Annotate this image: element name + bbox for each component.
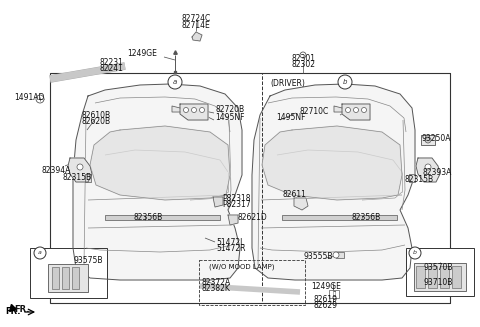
Text: b: b bbox=[413, 250, 417, 255]
Text: 82302: 82302 bbox=[291, 60, 315, 69]
Circle shape bbox=[77, 164, 83, 170]
Bar bbox=[421, 135, 435, 145]
Bar bbox=[409, 174, 415, 182]
Polygon shape bbox=[294, 198, 308, 210]
Text: 82315B: 82315B bbox=[405, 175, 433, 184]
Text: 51472L: 51472L bbox=[216, 238, 244, 247]
Text: 82394A: 82394A bbox=[41, 166, 71, 175]
Text: 82372A: 82372A bbox=[202, 278, 231, 287]
Text: 93570B: 93570B bbox=[423, 263, 453, 272]
Bar bbox=[282, 215, 397, 220]
Polygon shape bbox=[228, 215, 238, 225]
Text: 82629: 82629 bbox=[314, 301, 338, 310]
Circle shape bbox=[200, 108, 204, 112]
Text: FR.: FR. bbox=[5, 307, 21, 317]
Text: 82720B: 82720B bbox=[215, 106, 244, 114]
Circle shape bbox=[333, 252, 339, 258]
Polygon shape bbox=[334, 106, 342, 112]
Text: a: a bbox=[38, 250, 42, 255]
Text: 82714E: 82714E bbox=[181, 21, 210, 30]
Bar bbox=[105, 215, 220, 220]
Text: P82317: P82317 bbox=[222, 200, 251, 209]
Bar bbox=[452, 266, 461, 288]
Circle shape bbox=[192, 108, 196, 112]
Text: 93710B: 93710B bbox=[423, 278, 453, 287]
Circle shape bbox=[425, 164, 431, 170]
Text: 82393A: 82393A bbox=[422, 168, 452, 177]
Circle shape bbox=[409, 247, 421, 259]
Circle shape bbox=[353, 108, 359, 112]
Text: 1491AD: 1491AD bbox=[14, 93, 44, 101]
Polygon shape bbox=[213, 197, 223, 207]
Text: P82318: P82318 bbox=[222, 194, 251, 203]
Text: 82356B: 82356B bbox=[351, 214, 381, 222]
Text: 82621D: 82621D bbox=[237, 214, 267, 222]
Text: ⬜: ⬜ bbox=[332, 291, 336, 297]
Text: b: b bbox=[343, 79, 347, 85]
Text: FR.: FR. bbox=[14, 305, 30, 315]
Text: 93250A: 93250A bbox=[421, 134, 451, 143]
Text: 82382K: 82382K bbox=[202, 284, 231, 293]
Text: 82356B: 82356B bbox=[133, 214, 163, 222]
Bar bbox=[329, 290, 339, 298]
Text: 1249GE: 1249GE bbox=[127, 49, 157, 59]
Bar bbox=[52, 267, 59, 289]
Bar bbox=[50, 73, 450, 303]
Bar bbox=[48, 264, 88, 292]
Text: 1249GE: 1249GE bbox=[311, 282, 341, 291]
Circle shape bbox=[168, 75, 182, 89]
Polygon shape bbox=[342, 104, 370, 120]
Text: 82241: 82241 bbox=[99, 64, 123, 73]
Bar bbox=[262, 73, 450, 303]
Text: 93575B: 93575B bbox=[73, 256, 103, 265]
Text: (DRIVER): (DRIVER) bbox=[270, 79, 305, 88]
Text: 82231: 82231 bbox=[99, 58, 123, 67]
Bar bbox=[406, 248, 474, 296]
Polygon shape bbox=[252, 84, 415, 280]
Circle shape bbox=[36, 95, 44, 103]
Bar bbox=[199, 260, 305, 305]
Text: (W/O MOOD LAMP): (W/O MOOD LAMP) bbox=[209, 264, 275, 270]
Bar bbox=[85, 174, 91, 182]
Text: 93555B: 93555B bbox=[303, 252, 333, 261]
Polygon shape bbox=[68, 158, 92, 182]
Polygon shape bbox=[180, 104, 208, 120]
Bar bbox=[72, 267, 79, 289]
Polygon shape bbox=[192, 32, 202, 41]
Text: 82710C: 82710C bbox=[300, 107, 329, 116]
Bar bbox=[440, 266, 449, 288]
Bar bbox=[416, 266, 425, 288]
Circle shape bbox=[346, 108, 350, 112]
Text: 82724C: 82724C bbox=[181, 14, 211, 23]
Polygon shape bbox=[416, 158, 440, 182]
Bar bbox=[30, 248, 107, 298]
Text: a: a bbox=[173, 79, 177, 85]
Text: 82301: 82301 bbox=[291, 54, 315, 63]
Circle shape bbox=[183, 108, 189, 112]
Text: 1495NF: 1495NF bbox=[215, 113, 244, 123]
Polygon shape bbox=[73, 84, 242, 280]
Text: 51472R: 51472R bbox=[216, 244, 245, 253]
Text: 82619: 82619 bbox=[314, 295, 338, 304]
Circle shape bbox=[361, 108, 367, 112]
Text: 1495NF: 1495NF bbox=[276, 112, 305, 122]
Bar bbox=[62, 267, 69, 289]
Bar bbox=[414, 263, 466, 291]
Polygon shape bbox=[90, 126, 230, 200]
Bar bbox=[428, 266, 437, 288]
Polygon shape bbox=[172, 106, 180, 112]
Text: 82620B: 82620B bbox=[82, 117, 110, 126]
Bar bbox=[336, 252, 344, 258]
Text: 82315B: 82315B bbox=[62, 173, 92, 182]
Circle shape bbox=[425, 137, 431, 143]
Text: 82611: 82611 bbox=[282, 190, 306, 199]
Text: 82610B: 82610B bbox=[82, 111, 110, 120]
Circle shape bbox=[300, 52, 306, 58]
Circle shape bbox=[34, 247, 46, 259]
Circle shape bbox=[338, 75, 352, 89]
Polygon shape bbox=[262, 126, 402, 200]
